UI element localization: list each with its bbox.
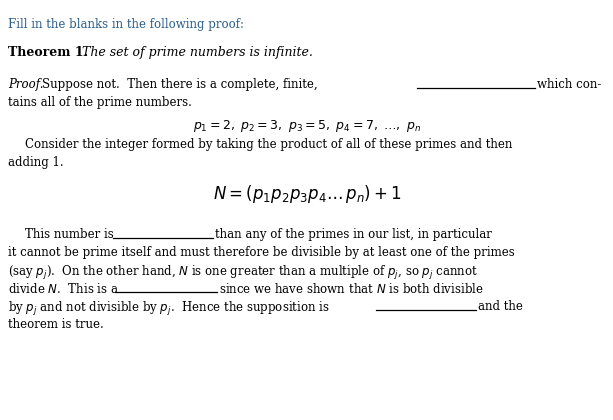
Text: This number is: This number is (25, 228, 114, 241)
Text: by $p_j$ and not divisible by $p_j$.  Hence the supposition is: by $p_j$ and not divisible by $p_j$. Hen… (8, 300, 330, 318)
Text: Theorem 1.: Theorem 1. (8, 46, 88, 59)
Text: tains all of the prime numbers.: tains all of the prime numbers. (8, 96, 192, 109)
Text: since we have shown that $N$ is both divisible: since we have shown that $N$ is both div… (219, 282, 484, 296)
Text: $p_1 = 2,\ p_2 = 3,\ p_3 = 5,\ p_4 = 7,\ \ldots,\ p_n$: $p_1 = 2,\ p_2 = 3,\ p_3 = 5,\ p_4 = 7,\… (193, 118, 421, 134)
Text: Consider the integer formed by taking the product of all of these primes and the: Consider the integer formed by taking th… (25, 138, 512, 151)
Text: and the: and the (478, 300, 523, 313)
Text: than any of the primes in our list, in particular: than any of the primes in our list, in p… (215, 228, 492, 241)
Text: Suppose not.  Then there is a complete, finite,: Suppose not. Then there is a complete, f… (42, 78, 318, 91)
Text: The set of prime numbers is infinite.: The set of prime numbers is infinite. (82, 46, 313, 59)
Text: Proof.: Proof. (8, 78, 44, 91)
Text: adding 1.: adding 1. (8, 156, 64, 169)
Text: divide $N$.  This is a: divide $N$. This is a (8, 282, 119, 296)
Text: which con-: which con- (537, 78, 601, 91)
Text: $N = (p_1 p_2 p_3 p_4 \ldots\, p_n) + 1$: $N = (p_1 p_2 p_3 p_4 \ldots\, p_n) + 1$ (213, 183, 402, 205)
Text: (say $p_j$).  On the other hand, $N$ is one greater than a multiple of $p_j$, so: (say $p_j$). On the other hand, $N$ is o… (8, 264, 478, 282)
Text: it cannot be prime itself and must therefore be divisible by at least one of the: it cannot be prime itself and must there… (8, 246, 515, 259)
Text: Fill in the blanks in the following proof:: Fill in the blanks in the following proo… (8, 18, 244, 31)
Text: theorem is true.: theorem is true. (8, 318, 104, 331)
